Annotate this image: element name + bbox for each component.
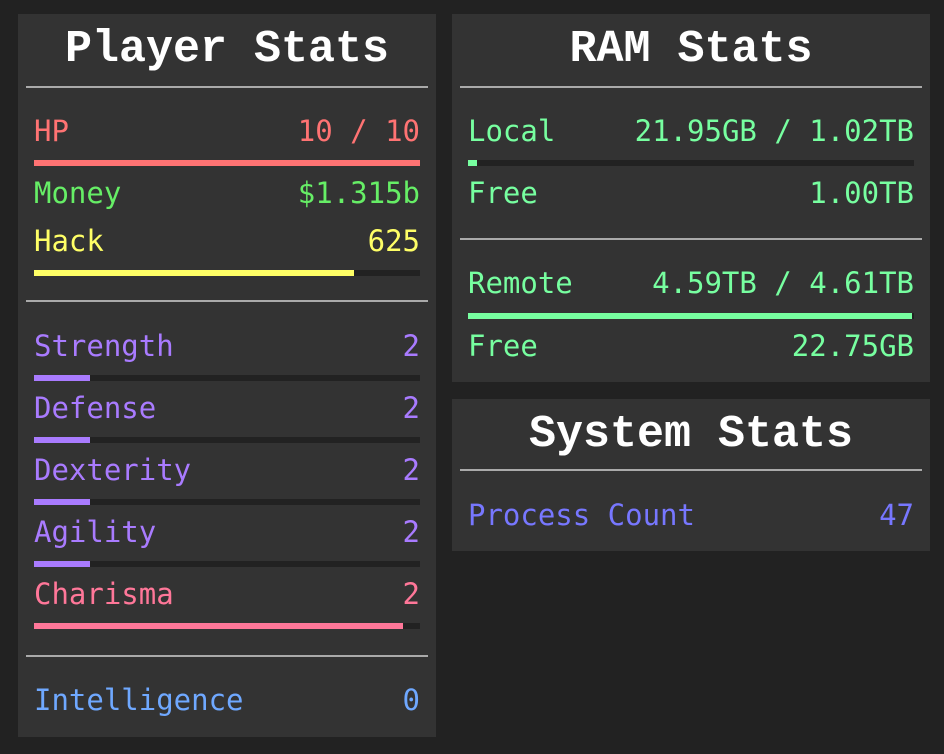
skill-bar: [34, 499, 420, 505]
remote-label: Remote: [468, 266, 573, 300]
hack-bar: [34, 270, 420, 276]
skill-bar-fill: [34, 375, 90, 381]
hack-value: 625: [367, 224, 420, 258]
hack-row: Hack 625: [34, 221, 420, 261]
intelligence-label: Intelligence: [34, 683, 244, 717]
player-stats-panel: Player Stats HP 10 / 10 Money $1.315b Hack…: [18, 14, 436, 737]
divider: [460, 86, 922, 88]
remote-value: 4.59TB / 4.61TB: [652, 266, 914, 300]
divider: [460, 469, 922, 471]
local-free-row: Free 1.00TB: [468, 173, 914, 213]
system-stats-panel: System Stats Process Count 47: [452, 399, 930, 551]
hack-label: Hack: [34, 224, 104, 258]
money-row: Money $1.315b: [34, 173, 420, 213]
hp-label: HP: [34, 114, 69, 148]
skill-value: 2: [402, 329, 420, 363]
skill-bar: [34, 623, 420, 629]
remote-ram-bar: [468, 313, 914, 319]
skill-bar-fill: [34, 437, 90, 443]
ram-stats-panel: RAM Stats Local 21.95GB / 1.02TB Free 1.00…: [452, 14, 930, 382]
skill-value: 2: [402, 453, 420, 487]
skill-bar-fill: [34, 561, 90, 567]
local-free-label: Free: [468, 176, 538, 210]
skill-row-dexterity: Dexterity 2: [34, 450, 420, 490]
local-ram-bar: [468, 160, 914, 166]
divider: [26, 86, 428, 88]
process-count-value: 47: [879, 498, 914, 532]
skill-bar: [34, 561, 420, 567]
divider: [460, 238, 922, 240]
skill-row-charisma: Charisma 2: [34, 574, 420, 614]
local-ram-row: Local 21.95GB / 1.02TB: [468, 111, 914, 151]
skill-label: Dexterity: [34, 453, 192, 487]
remote-free-value: 22.75GB: [791, 329, 914, 363]
skill-row-agility: Agility 2: [34, 512, 420, 552]
skill-row-defense: Defense 2: [34, 388, 420, 428]
skill-bar-fill: [34, 623, 403, 629]
divider: [26, 300, 428, 302]
skill-label: Charisma: [34, 577, 174, 611]
hp-row: HP 10 / 10: [34, 111, 420, 151]
skill-row-strength: Strength 2: [34, 326, 420, 366]
remote-free-row: Free 22.75GB: [468, 326, 914, 366]
process-count-label: Process Count: [468, 498, 695, 532]
intelligence-value: 0: [402, 683, 420, 717]
skill-bar: [34, 375, 420, 381]
local-label: Local: [468, 114, 556, 148]
skill-bar-fill: [34, 499, 90, 505]
divider: [26, 655, 428, 657]
local-free-value: 1.00TB: [809, 176, 914, 210]
hp-value: 10 / 10: [297, 114, 420, 148]
local-ram-bar-fill: [468, 160, 478, 166]
remote-ram-row: Remote 4.59TB / 4.61TB: [468, 263, 914, 303]
process-count-row: Process Count 47: [468, 495, 914, 535]
hp-bar-fill: [34, 160, 420, 166]
intelligence-row: Intelligence 0: [34, 680, 420, 720]
money-label: Money: [34, 176, 122, 210]
hack-bar-fill: [34, 270, 355, 276]
local-value: 21.95GB / 1.02TB: [634, 114, 914, 148]
skill-value: 2: [402, 515, 420, 549]
money-value: $1.315b: [297, 176, 420, 210]
remote-ram-bar-fill: [468, 313, 912, 319]
hp-bar: [34, 160, 420, 166]
skill-label: Defense: [34, 391, 157, 425]
skill-value: 2: [402, 391, 420, 425]
remote-free-label: Free: [468, 329, 538, 363]
system-stats-title: System Stats: [528, 409, 854, 460]
player-stats-title: Player Stats: [64, 24, 390, 75]
skill-value: 2: [402, 577, 420, 611]
skill-label: Strength: [34, 329, 174, 363]
skill-bar: [34, 437, 420, 443]
skill-label: Agility: [34, 515, 157, 549]
ram-stats-title: RAM Stats: [569, 24, 813, 75]
